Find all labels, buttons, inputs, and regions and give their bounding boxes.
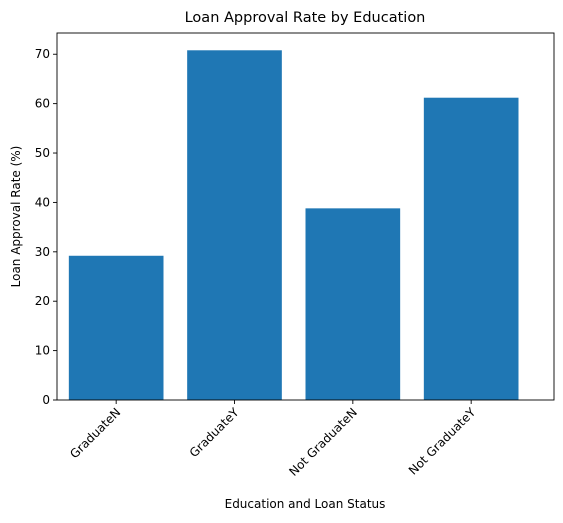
- y-tick-label-6: 60: [35, 97, 50, 111]
- axes-frame: [56, 32, 555, 401]
- bar-1: [187, 50, 282, 400]
- y-tick-label-0: 0: [42, 393, 50, 407]
- y-axis-label: Loan Approval Rate (%): [9, 146, 23, 288]
- y-tick-label-1: 10: [35, 344, 50, 358]
- x-axis-label: Education and Loan Status: [225, 497, 386, 511]
- y-tick-label-2: 20: [35, 294, 50, 308]
- bar-0: [68, 255, 164, 400]
- y-tick-label-5: 50: [35, 146, 50, 160]
- x-tick-label-1: GraduateY: [187, 405, 242, 460]
- plot-area: 0 10 20 30 40 50 60 70 GraduateN GraduateY Not Gra…: [35, 47, 519, 479]
- chart-title: Loan Approval Rate by Education: [185, 10, 426, 26]
- y-tick-label-7: 70: [35, 47, 50, 61]
- x-tick-label-2: Not GraduateN: [286, 405, 360, 479]
- x-tick-label-3: Not GraduateY: [406, 405, 479, 478]
- bar-3: [423, 97, 519, 400]
- y-tick-label-3: 30: [35, 245, 50, 259]
- bar-2: [305, 208, 401, 400]
- y-tick-label-4: 40: [35, 195, 50, 209]
- x-tick-label-0: GraduateN: [67, 405, 123, 461]
